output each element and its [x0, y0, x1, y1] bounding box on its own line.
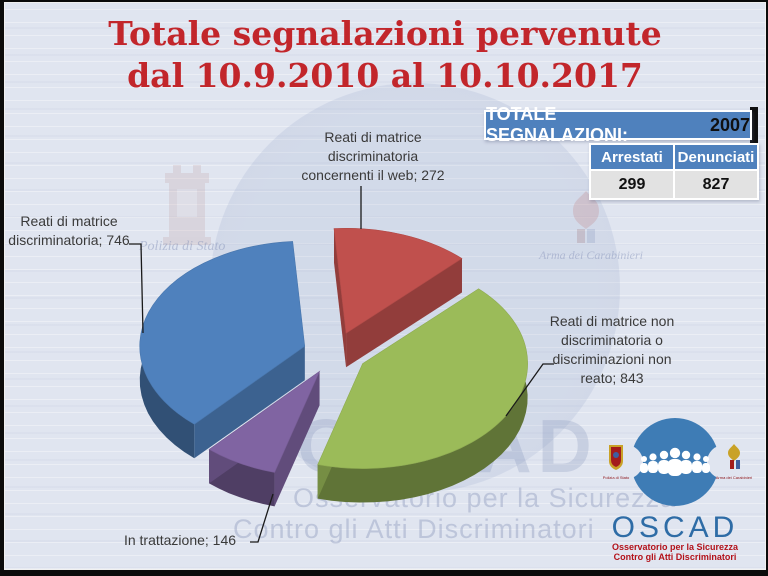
logo-left-crest-caption: Polizia di Stato — [602, 475, 630, 480]
slide-title: Totale segnalazioni pervenute dal 10.9.2… — [5, 13, 765, 97]
oscad-logo: Polizia di Stato Arma dei Carabinieri OS… — [591, 411, 759, 566]
title-line-1: Totale segnalazioni pervenute — [108, 14, 662, 53]
pie-label-line: reato; 843 — [580, 370, 644, 386]
pie-label-line: In trattazione; 146 — [123, 532, 237, 548]
logo-right-crest-caption: Arma dei Carabinieri — [715, 475, 753, 480]
pie-label-1: Reati di matrice discriminatoria concernen… — [288, 128, 458, 185]
pie-slice-cut-face — [334, 228, 347, 368]
title-line-2: dal 10.9.2010 al 10.10.2017 — [127, 56, 643, 95]
people-icon — [640, 447, 710, 476]
total-header-value: 2007 — [709, 114, 750, 135]
column-header-denunciati: Denunciati — [675, 145, 757, 169]
oscad-logo-mark — [609, 418, 741, 506]
pie-slice-cut-face — [194, 346, 305, 459]
total-header-label: TOTALE SEGNALAZIONI: — [486, 104, 628, 145]
slide: Polizia di Stato Arma dei Carabinieri OS… — [5, 3, 765, 569]
pie-slice-1 — [333, 228, 463, 334]
logo-caption-line-2: Contro gli Atti Discriminatori — [613, 552, 737, 562]
pie-slice-wall — [317, 288, 528, 503]
pie-label-2: Reati di matrice non discriminatoria o dis… — [526, 312, 698, 388]
pie-label-line: Reati di matrice — [324, 129, 422, 145]
pie-label-line: discriminatoria; 746 — [8, 232, 130, 248]
pie-label-0: Reati di matrice discriminatoria; 746 — [5, 212, 139, 250]
pie-slice-3 — [208, 370, 321, 473]
polizia-mini-crest — [609, 445, 623, 470]
pie-slice-cut-face — [346, 258, 462, 368]
pie-label-line: discriminatoria o — [561, 332, 663, 348]
pie-label-line: discriminatoria — [327, 148, 419, 164]
pie-slice-2 — [317, 288, 528, 469]
logo-caption-line-1: Osservatorio per la Sicurezza — [611, 542, 739, 552]
pie-label-line: Reati di matrice — [20, 213, 118, 229]
column-header-arrestati: Arrestati — [591, 145, 673, 169]
leader-line — [505, 363, 554, 417]
pie-label-line: Reati di matrice non — [549, 313, 675, 329]
total-header: TOTALE SEGNALAZIONI: 2007 — [484, 104, 752, 145]
oscad-logo-acronym: OSCAD — [611, 511, 739, 544]
leader-line — [129, 243, 144, 334]
value-denunciati: 827 — [675, 171, 757, 198]
pie-label-3: In trattazione; 146 — [105, 531, 255, 550]
oscad-logo-caption: Osservatorio per la Sicurezza Contro gli… — [591, 542, 759, 562]
leader-line — [250, 493, 274, 543]
pie-label-line: discriminazioni non — [552, 351, 672, 367]
value-arrestati: 299 — [591, 171, 673, 198]
pie-label-line: concernenti il web; 272 — [301, 167, 445, 183]
arrests-table: Arrestati Denunciati 299 827 — [589, 143, 759, 200]
carabinieri-mini-crest — [728, 444, 740, 469]
pie-chart — [129, 186, 554, 543]
pie-slice-0 — [139, 241, 306, 425]
table-accent-bar — [750, 107, 758, 144]
